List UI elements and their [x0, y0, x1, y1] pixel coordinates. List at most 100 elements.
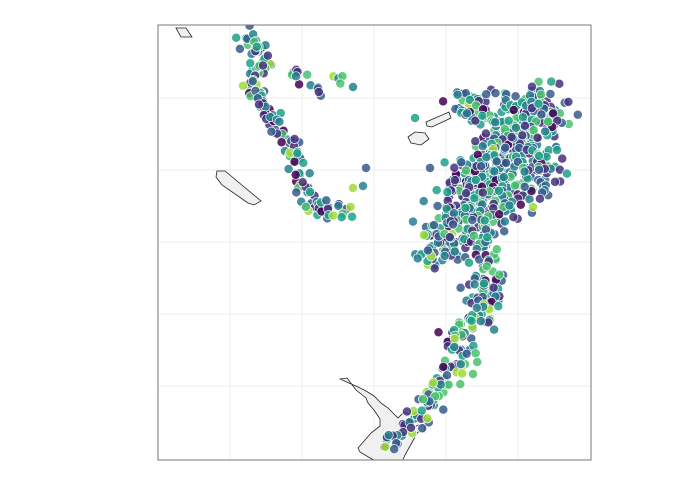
data-point	[231, 32, 242, 43]
land-islet-east	[425, 111, 452, 128]
data-point	[302, 69, 313, 80]
data-point	[517, 130, 528, 141]
data-point	[536, 109, 547, 120]
data-point	[498, 172, 509, 183]
data-point	[383, 430, 394, 441]
data-point	[489, 166, 500, 177]
data-point	[561, 168, 572, 179]
data-point	[468, 369, 478, 379]
data-point	[361, 163, 371, 173]
data-point	[503, 115, 514, 126]
data-point	[251, 41, 262, 52]
data-point	[510, 122, 521, 133]
data-point	[428, 377, 439, 388]
data-point	[416, 405, 427, 416]
data-point	[439, 250, 450, 261]
data-point	[457, 368, 468, 379]
data-point	[534, 164, 545, 175]
data-point	[262, 50, 273, 61]
data-point	[470, 115, 481, 126]
data-point	[519, 181, 530, 192]
data-point	[470, 175, 481, 185]
data-point	[439, 157, 450, 168]
data-point	[519, 166, 530, 177]
data-point	[534, 193, 545, 204]
data-point	[418, 196, 429, 207]
data-point	[442, 187, 453, 198]
plot-frame	[157, 24, 592, 461]
data-point	[471, 302, 482, 313]
data-point	[470, 348, 481, 359]
data-point	[389, 444, 400, 455]
data-point	[358, 181, 368, 191]
data-point	[461, 348, 472, 359]
data-point	[297, 177, 308, 188]
data-point	[519, 120, 530, 131]
data-point	[455, 282, 466, 293]
data-point	[506, 132, 517, 143]
data-point	[479, 278, 489, 289]
data-point	[504, 200, 515, 211]
data-point	[291, 71, 301, 82]
data-point	[290, 169, 301, 180]
data-point	[347, 211, 358, 222]
data-point	[477, 110, 488, 121]
data-point	[422, 413, 433, 424]
data-point	[335, 78, 346, 89]
data-point	[488, 282, 499, 293]
data-point	[472, 357, 483, 367]
data-point	[449, 246, 460, 257]
data-point	[572, 109, 583, 120]
data-point	[247, 76, 258, 87]
data-point	[244, 25, 255, 31]
data-point	[456, 157, 467, 168]
data-point	[469, 230, 479, 241]
data-point	[491, 156, 502, 167]
data-point	[494, 269, 505, 280]
data-point	[462, 108, 472, 119]
data-point	[406, 422, 416, 433]
data-point	[540, 126, 551, 137]
data-point	[301, 201, 311, 212]
data-point	[455, 379, 466, 390]
data-point	[536, 89, 546, 100]
data-point	[543, 116, 554, 127]
data-point	[425, 163, 435, 173]
data-point	[380, 441, 391, 452]
data-point	[448, 219, 459, 230]
data-point	[466, 315, 477, 326]
data-point	[532, 132, 543, 143]
data-point	[493, 301, 504, 312]
data-point	[489, 324, 500, 335]
data-point	[234, 43, 245, 54]
data-point	[545, 89, 556, 99]
data-point	[348, 183, 358, 193]
data-point	[292, 148, 303, 159]
data-point	[254, 99, 264, 110]
land-islet-central	[407, 131, 430, 146]
data-point	[481, 261, 492, 272]
data-point	[550, 176, 560, 187]
data-point	[452, 89, 463, 100]
data-point	[412, 253, 423, 264]
data-point	[499, 216, 510, 227]
data-point	[490, 117, 501, 128]
data-point	[449, 162, 460, 173]
data-point	[481, 152, 492, 163]
data-point	[467, 215, 478, 225]
data-point	[276, 137, 287, 148]
data-point	[289, 134, 300, 144]
data-point	[258, 60, 268, 71]
data-point	[444, 232, 455, 243]
data-point	[510, 180, 521, 191]
data-point	[500, 142, 511, 153]
data-point	[481, 89, 492, 100]
data-point	[410, 113, 420, 123]
data-point	[515, 199, 526, 210]
data-point	[534, 151, 545, 161]
data-point	[266, 126, 277, 137]
data-point	[291, 187, 302, 198]
data-point	[490, 88, 501, 99]
data-point	[238, 80, 248, 91]
